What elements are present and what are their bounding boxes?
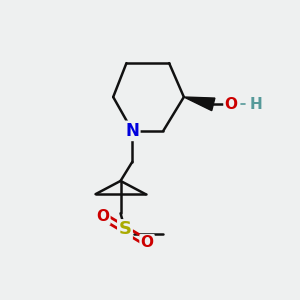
- Text: O: O: [224, 97, 238, 112]
- Text: O: O: [141, 235, 154, 250]
- Text: N: N: [125, 122, 139, 140]
- Text: S: S: [118, 220, 131, 238]
- Text: O: O: [96, 209, 110, 224]
- Polygon shape: [184, 97, 215, 111]
- Text: H: H: [250, 97, 262, 112]
